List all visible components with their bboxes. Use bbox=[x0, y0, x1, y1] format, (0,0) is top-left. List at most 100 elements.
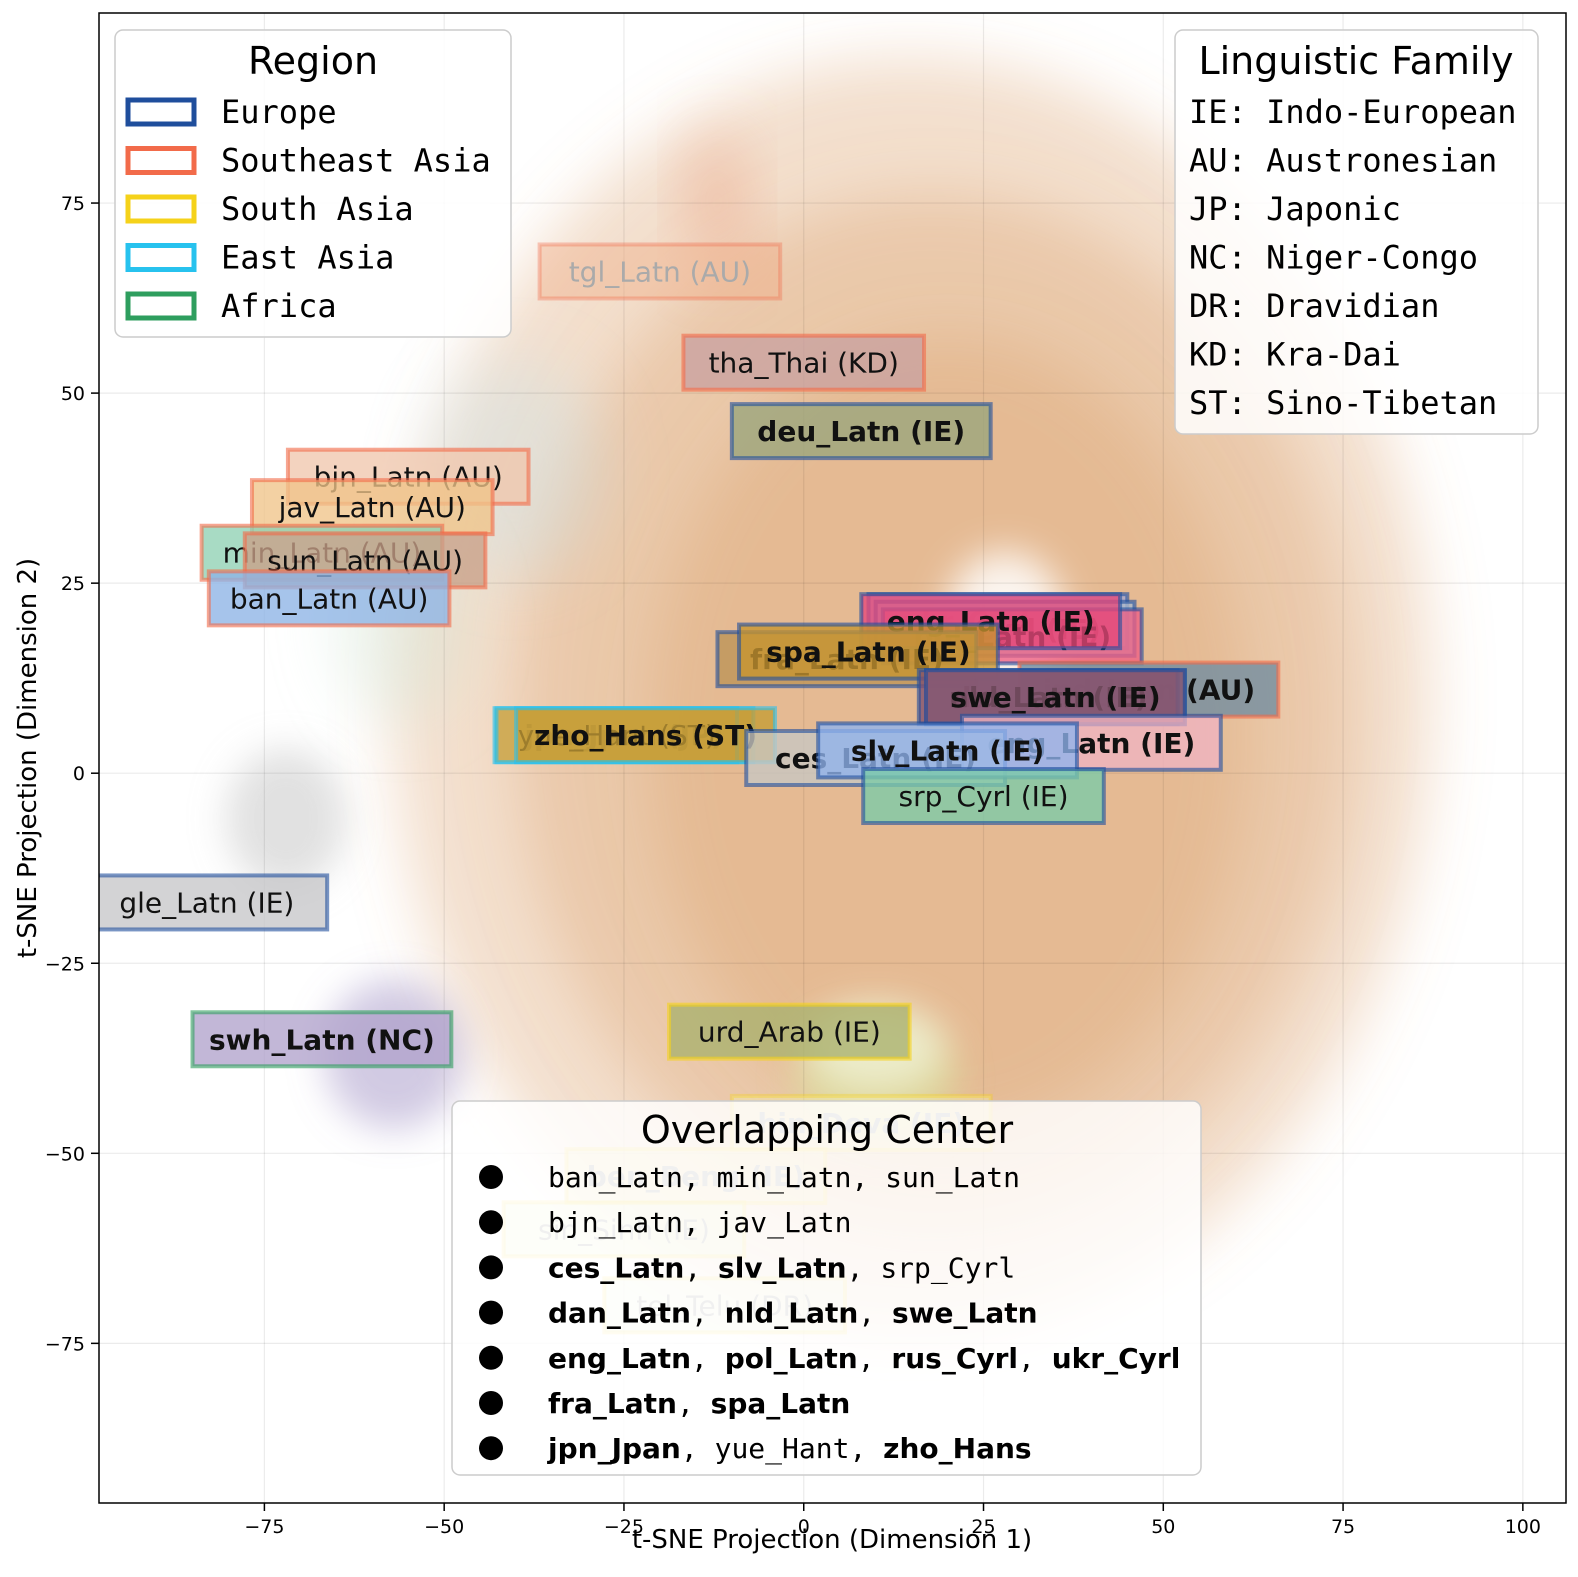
point-label-text: tgl_Latn (AU) bbox=[569, 255, 751, 288]
overlap-legend-separator: , bbox=[683, 1161, 717, 1194]
point-label-text: gle_Latn (IE) bbox=[119, 886, 294, 919]
region-legend-entry: Europe bbox=[125, 93, 337, 131]
region-legend-swatch bbox=[125, 243, 197, 272]
x-tick-label: −50 bbox=[424, 1516, 464, 1538]
point-label-box bbox=[99, 873, 330, 932]
overlap-legend-separator: , bbox=[847, 1251, 881, 1284]
point-label-text: deu_Latn (IE) bbox=[757, 415, 965, 448]
point-label-box bbox=[667, 1002, 912, 1061]
overlap-legend-item: slv_Latn bbox=[718, 1251, 847, 1284]
overlap-legend-marker bbox=[479, 1255, 503, 1280]
x-tick-label: 50 bbox=[1151, 1516, 1175, 1538]
overlap-legend-marker bbox=[479, 1391, 503, 1415]
x-tick-label: −25 bbox=[604, 1516, 644, 1538]
density-contours bbox=[225, 57, 1432, 1338]
family-legend-entry: IE: Indo-European bbox=[1189, 93, 1517, 131]
point-label-box bbox=[861, 767, 1106, 826]
x-tick-label: 100 bbox=[1505, 1516, 1541, 1538]
overlap-legend-text: fra_Latn, spa_Latn bbox=[548, 1387, 850, 1420]
overlap-legend-item: min_Latn bbox=[717, 1161, 852, 1195]
point-label-text: zho_Hans (ST) bbox=[534, 719, 757, 752]
overlap-legend-item: fra_Latn bbox=[548, 1387, 677, 1420]
density-other bbox=[225, 748, 346, 889]
region-legend-label: East Asia bbox=[221, 239, 394, 277]
x-tick-label: 0 bbox=[798, 1516, 810, 1538]
point-label-text: urd_Arab (IE) bbox=[698, 1016, 881, 1049]
point-label: tha_Thai (KD) bbox=[681, 333, 927, 392]
overlap-legend-item: pol_Latn bbox=[725, 1342, 858, 1375]
overlap-legend-title: Overlapping Center bbox=[641, 1108, 1014, 1152]
family-legend-entry: DR: Dravidian bbox=[1189, 287, 1439, 325]
y-tick-label: 0 bbox=[73, 763, 85, 785]
region-legend-entry: Africa bbox=[125, 287, 337, 325]
overlap-legend-separator: , bbox=[691, 1342, 725, 1375]
region-legend-label: Europe bbox=[221, 93, 337, 131]
y-tick-label: 75 bbox=[61, 193, 85, 215]
region-legend-label: Africa bbox=[221, 287, 337, 325]
x-tick-label: −75 bbox=[244, 1516, 284, 1538]
region-legend-swatch bbox=[125, 97, 197, 127]
point-label-text: spa_Latn (IE) bbox=[766, 636, 971, 669]
family-legend-title: Linguistic Family bbox=[1198, 39, 1513, 83]
overlap-legend-item: eng_Latn bbox=[548, 1342, 691, 1375]
overlap-legend-row: jpn_Jpan, yue_Hant, zho_Hans bbox=[479, 1432, 1032, 1466]
overlap-legend-separator: , bbox=[849, 1432, 883, 1465]
point-label: gle_Latn (IE) bbox=[99, 873, 330, 932]
overlap-legend-separator: , bbox=[1018, 1342, 1052, 1375]
overlap-legend-item: ban_Latn bbox=[548, 1161, 683, 1195]
point-label-box bbox=[729, 402, 993, 461]
overlap-legend-marker bbox=[479, 1436, 503, 1461]
overlap-legend-item: jpn_Jpan bbox=[547, 1432, 681, 1465]
axis-ticks: −75 −50 −25 0 25 50 75 100 −75 −50 −25 0 25 50 75 bbox=[45, 193, 1541, 1538]
region-legend-entry: Southeast Asia bbox=[125, 142, 491, 180]
overlap-legend-row: bjn_Latn, jav_Latn bbox=[479, 1206, 851, 1240]
x-tick-label: 75 bbox=[1331, 1516, 1355, 1538]
overlap-legend-item: yue_Hant bbox=[715, 1432, 850, 1466]
overlap-legend-text: ces_Latn, slv_Latn, srp_Cyrl bbox=[548, 1251, 1015, 1285]
y-tick-label: −50 bbox=[45, 1143, 85, 1165]
overlap-legend-separator: , bbox=[691, 1297, 725, 1330]
point-label-text: jav_Latn (AU) bbox=[278, 491, 466, 524]
family-legend-entry: KD: Kra-Dai bbox=[1189, 336, 1401, 374]
point-label: urd_Arab (IE) bbox=[667, 1002, 912, 1061]
point-label-text: tha_Thai (KD) bbox=[709, 347, 899, 380]
overlap-legend-separator: , bbox=[858, 1342, 892, 1375]
region-legend-swatch bbox=[125, 194, 197, 224]
overlap-legend-separator: , bbox=[684, 1251, 718, 1284]
overlap-legend-item: srp_Cyrl bbox=[880, 1251, 1015, 1285]
overlap-legend-item: dan_Latn bbox=[548, 1297, 691, 1330]
overlap-legend-item: jav_Latn bbox=[717, 1206, 852, 1240]
region-legend-swatch bbox=[125, 146, 197, 175]
point-label: zho_Hans (ST) bbox=[514, 706, 777, 765]
family-legend: Linguistic Family IE: Indo-European AU: A… bbox=[1174, 29, 1539, 435]
family-legend-entry: ST: Sino-Tibetan bbox=[1189, 384, 1497, 422]
region-legend-label: Southeast Asia bbox=[221, 142, 491, 180]
region-legend-entry: South Asia bbox=[125, 190, 414, 228]
overlap-legend-row: fra_Latn, spa_Latn bbox=[479, 1387, 850, 1420]
x-tick-label: 25 bbox=[971, 1516, 995, 1538]
overlap-legend-box bbox=[451, 1100, 1202, 1476]
overlap-legend-row: ces_Latn, slv_Latn, srp_Cyrl bbox=[479, 1251, 1015, 1285]
point-label-text: swh_Latn (NC) bbox=[209, 1023, 435, 1056]
point-label-text: swe_Latn (IE) bbox=[950, 681, 1160, 714]
region-legend-title: Region bbox=[248, 39, 378, 83]
point-label-box bbox=[206, 569, 452, 628]
overlap-legend-text: bjn_Latn, jav_Latn bbox=[548, 1206, 851, 1240]
point-label: ban_Latn (AU) bbox=[206, 569, 452, 628]
y-tick-label: 50 bbox=[61, 383, 85, 405]
overlap-legend-text: dan_Latn, nld_Latn, swe_Latn bbox=[548, 1297, 1038, 1330]
point-label-text: slv_Latn (IE) bbox=[851, 734, 1044, 767]
overlap-legend-marker bbox=[479, 1210, 503, 1235]
point-label: deu_Latn (IE) bbox=[729, 402, 993, 461]
overlap-legend-marker bbox=[479, 1300, 503, 1325]
overlap-legend-item: swe_Latn bbox=[892, 1297, 1038, 1330]
point-label-text: srp_Cyrl (IE) bbox=[899, 780, 1069, 813]
density-southeast-asia bbox=[687, 133, 748, 274]
x-axis-label: t-SNE Projection (Dimension 1) bbox=[632, 1525, 1032, 1555]
overlap-legend-row: ban_Latn, min_Latn, sun_Latn bbox=[479, 1161, 1020, 1195]
family-legend-entry: NC: Niger-Congo bbox=[1189, 239, 1478, 277]
overlap-legend-item: ces_Latn bbox=[548, 1251, 684, 1284]
overlap-legend-separator: , bbox=[677, 1387, 711, 1420]
overlap-legend-separator: , bbox=[851, 1161, 885, 1194]
